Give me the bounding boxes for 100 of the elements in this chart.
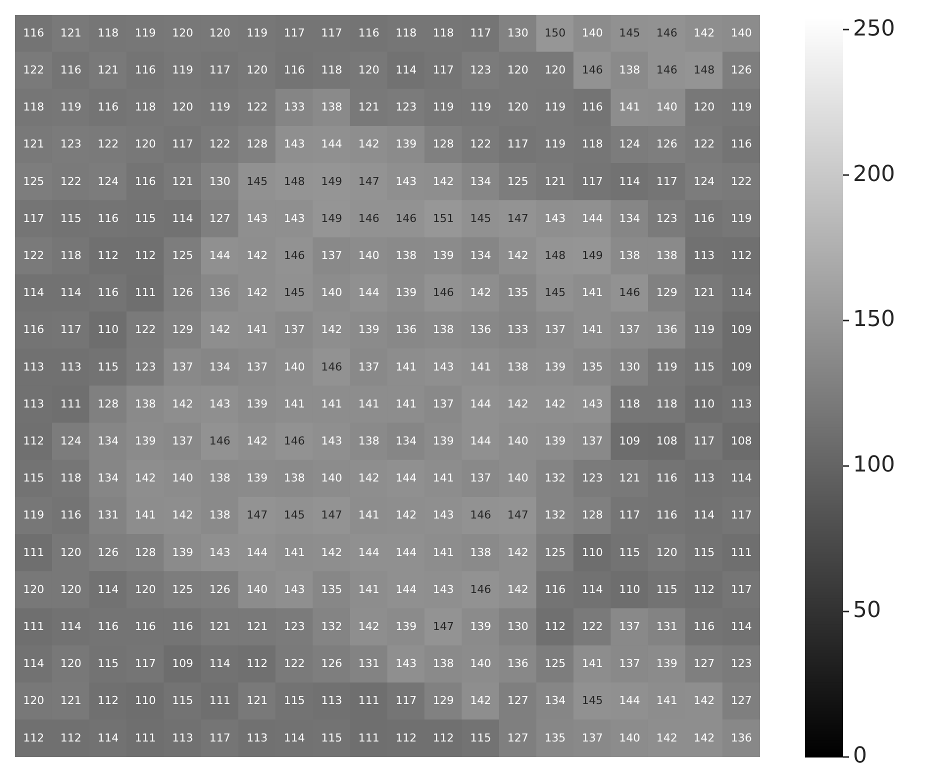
data-label: 111 xyxy=(60,397,82,410)
data-label: 140 xyxy=(507,434,528,448)
data-label: 145 xyxy=(582,694,603,708)
data-label: 115 xyxy=(470,731,492,744)
data-label: 108 xyxy=(730,434,752,448)
data-label: 149 xyxy=(321,174,342,188)
data-label: 118 xyxy=(656,397,678,410)
data-label: 138 xyxy=(396,249,417,262)
data-label: 140 xyxy=(730,26,752,40)
data-label: 111 xyxy=(358,731,380,744)
data-label: 119 xyxy=(544,100,566,114)
data-label: 133 xyxy=(507,323,528,336)
data-label: 109 xyxy=(730,323,752,336)
data-label: 146 xyxy=(284,434,305,448)
data-label: 141 xyxy=(396,397,417,410)
data-label: 128 xyxy=(134,546,156,559)
data-label: 125 xyxy=(23,174,44,188)
data-label: 145 xyxy=(284,508,305,522)
data-label: 112 xyxy=(730,249,752,262)
data-label: 117 xyxy=(507,138,528,151)
data-label: 114 xyxy=(98,582,119,596)
data-label: 141 xyxy=(619,100,640,114)
data-label: 114 xyxy=(23,286,44,300)
data-label: 122 xyxy=(730,174,752,188)
data-label: 121 xyxy=(619,472,640,485)
data-label: 143 xyxy=(284,582,305,596)
data-label: 114 xyxy=(284,731,305,744)
data-label: 115 xyxy=(60,212,82,225)
data-label: 147 xyxy=(507,508,528,522)
data-label: 145 xyxy=(284,286,305,300)
data-label: 141 xyxy=(246,323,268,336)
data-label: 138 xyxy=(209,508,230,522)
data-label: 118 xyxy=(396,26,417,40)
data-label: 141 xyxy=(582,286,603,300)
data-label: 121 xyxy=(60,694,82,708)
data-label: 144 xyxy=(470,434,492,448)
data-label: 139 xyxy=(470,620,492,634)
data-label: 135 xyxy=(507,286,528,300)
data-label: 138 xyxy=(656,249,678,262)
data-label: 112 xyxy=(396,731,417,744)
data-label: 144 xyxy=(358,546,380,559)
data-label: 146 xyxy=(470,582,492,596)
data-label: 143 xyxy=(544,212,566,225)
data-label: 143 xyxy=(209,546,230,559)
data-label: 138 xyxy=(321,100,342,114)
data-label: 147 xyxy=(507,212,528,225)
data-label: 149 xyxy=(321,212,342,225)
data-label: 126 xyxy=(209,582,230,596)
data-label: 124 xyxy=(98,174,119,188)
data-label: 120 xyxy=(134,582,156,596)
data-label: 137 xyxy=(544,323,566,336)
data-label: 110 xyxy=(694,397,715,410)
data-label: 144 xyxy=(619,694,640,708)
data-label: 110 xyxy=(98,323,119,336)
data-label: 123 xyxy=(470,64,492,77)
data-label: 142 xyxy=(694,731,715,744)
data-label: 130 xyxy=(209,174,230,188)
data-label: 108 xyxy=(656,434,678,448)
data-label: 138 xyxy=(134,397,156,410)
data-label: 116 xyxy=(656,472,678,485)
data-label: 121 xyxy=(246,620,268,634)
data-label: 142 xyxy=(470,694,492,708)
data-label: 113 xyxy=(60,360,82,374)
data-label: 139 xyxy=(432,434,454,448)
data-label: 129 xyxy=(432,694,454,708)
data-label: 113 xyxy=(172,731,194,744)
data-label: 116 xyxy=(134,174,156,188)
data-label: 120 xyxy=(172,100,194,114)
data-label: 141 xyxy=(358,397,380,410)
data-label: 125 xyxy=(172,249,194,262)
data-label: 140 xyxy=(246,582,268,596)
data-label: 110 xyxy=(582,546,603,559)
data-label: 139 xyxy=(172,546,194,559)
data-label: 131 xyxy=(656,620,678,634)
data-label: 126 xyxy=(172,286,194,300)
data-label: 127 xyxy=(694,657,715,670)
data-label: 113 xyxy=(246,731,268,744)
data-label: 127 xyxy=(730,694,752,708)
data-label: 142 xyxy=(507,397,528,410)
data-label: 134 xyxy=(98,472,119,485)
data-label: 137 xyxy=(358,360,380,374)
data-label: 146 xyxy=(656,26,678,40)
data-label: 142 xyxy=(656,731,678,744)
data-label: 126 xyxy=(656,138,678,151)
data-label: 143 xyxy=(432,508,454,522)
data-label: 142 xyxy=(134,472,156,485)
data-label: 123 xyxy=(284,620,305,634)
data-label: 120 xyxy=(209,26,230,40)
data-label: 122 xyxy=(284,657,305,670)
data-label: 119 xyxy=(60,100,82,114)
data-label: 130 xyxy=(507,26,528,40)
data-label: 122 xyxy=(98,138,119,151)
data-label: 119 xyxy=(730,212,752,225)
data-label: 140 xyxy=(470,657,492,670)
data-label: 147 xyxy=(358,174,380,188)
data-label: 114 xyxy=(396,64,417,77)
data-label: 147 xyxy=(246,508,268,522)
data-label: 120 xyxy=(544,64,566,77)
data-label: 118 xyxy=(23,100,44,114)
data-label: 122 xyxy=(23,64,44,77)
